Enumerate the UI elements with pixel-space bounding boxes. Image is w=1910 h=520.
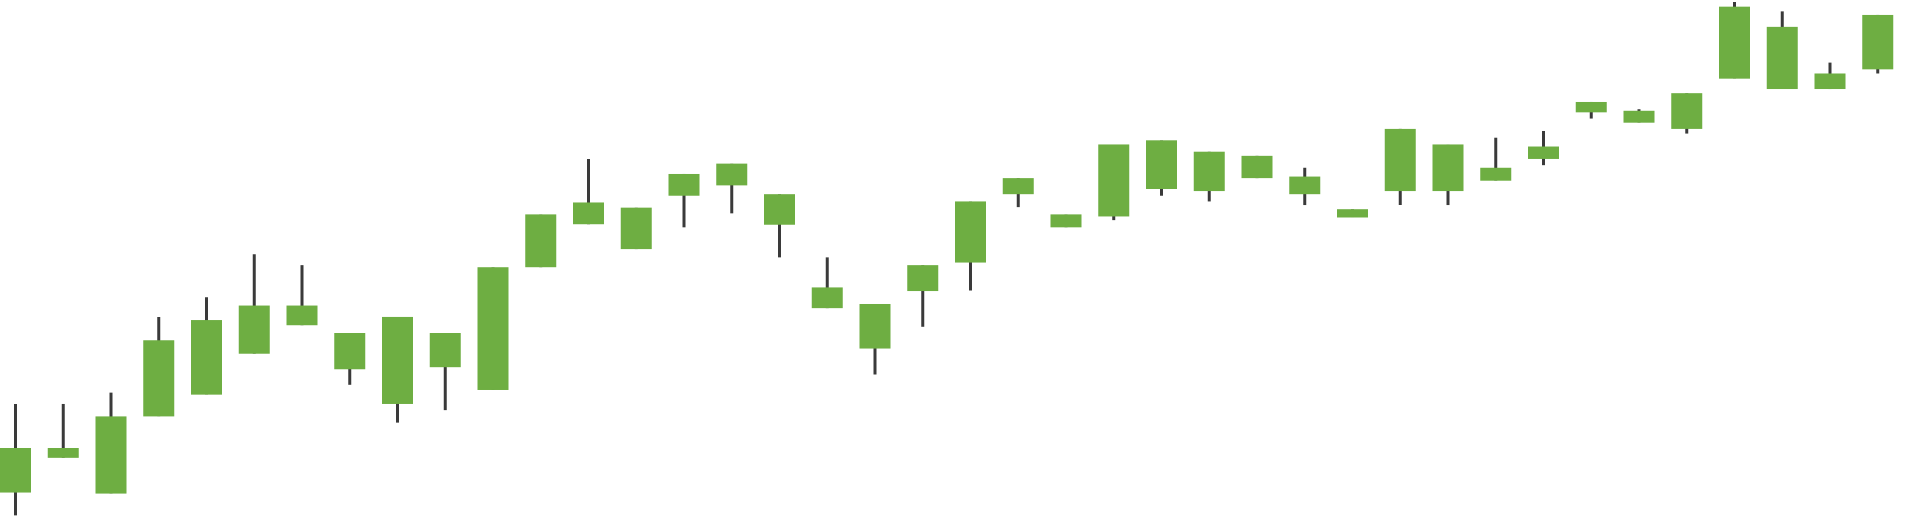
candle-body-24 (1098, 144, 1130, 217)
candle-body-21 (955, 201, 986, 263)
candle-body-22 (1002, 178, 1034, 195)
candle-body-27 (1241, 155, 1273, 179)
candle-body-38 (1766, 26, 1798, 90)
candle-body-11 (477, 267, 509, 390)
candle-body-34 (1575, 101, 1607, 113)
candle-body-3 (95, 416, 127, 494)
candle-body-12 (525, 214, 557, 268)
candle-body-19 (859, 303, 891, 349)
candle-body-13 (573, 202, 604, 225)
candle-body-26 (1193, 151, 1225, 192)
candle-body-7 (286, 305, 318, 326)
candle-body-16 (716, 163, 748, 186)
candle-body-1 (0, 447, 31, 493)
candle-body-10 (429, 333, 461, 368)
candle-body-39 (1814, 73, 1846, 90)
candle-body-2 (47, 447, 79, 458)
candle-body-25 (1146, 140, 1177, 189)
candle-body-37 (1719, 6, 1750, 79)
candle-body-30 (1384, 128, 1416, 192)
candle-body-35 (1623, 110, 1655, 123)
candle-body-31 (1432, 144, 1464, 192)
candle-body-18 (811, 287, 843, 309)
candle-body-5 (191, 320, 222, 395)
body-layer (0, 6, 1894, 494)
candle-body-28 (1289, 176, 1321, 195)
candle-body-4 (143, 340, 175, 417)
candle-body-9 (382, 316, 413, 404)
candle-body-8 (334, 333, 366, 370)
candle-body-14 (620, 207, 652, 250)
candle-body-29 (1337, 209, 1368, 218)
candle-body-6 (238, 305, 270, 354)
candle-body-32 (1480, 167, 1512, 181)
candle-body-17 (764, 194, 795, 225)
candle-body-20 (907, 265, 939, 292)
candle-body-15 (668, 173, 700, 196)
candle-body-36 (1671, 93, 1703, 129)
candle-body-33 (1528, 146, 1559, 159)
candle-body-23 (1050, 214, 1082, 228)
candle-body-40 (1862, 14, 1894, 70)
